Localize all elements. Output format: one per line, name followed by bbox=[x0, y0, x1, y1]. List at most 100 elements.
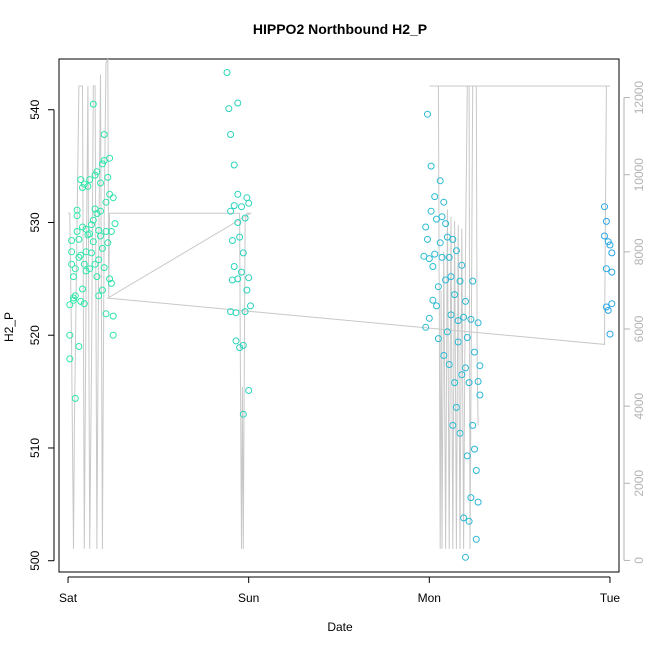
data-point bbox=[245, 387, 253, 394]
data-point bbox=[236, 344, 244, 352]
data-point bbox=[236, 233, 244, 241]
data-point bbox=[93, 210, 101, 217]
y-right-tick-label: 6000 bbox=[632, 315, 646, 342]
data-point bbox=[86, 230, 94, 238]
data-point bbox=[431, 250, 439, 258]
data-point bbox=[227, 131, 235, 138]
data-point bbox=[604, 238, 612, 246]
data-point bbox=[239, 249, 247, 257]
data-point bbox=[239, 341, 247, 349]
data-point bbox=[434, 283, 442, 291]
data-point bbox=[602, 265, 610, 273]
y-tick-label: 500 bbox=[28, 550, 42, 570]
data-point bbox=[109, 194, 117, 202]
data-point bbox=[443, 328, 451, 336]
data-point bbox=[474, 378, 482, 385]
data-point bbox=[425, 314, 433, 322]
data-point bbox=[245, 274, 253, 282]
data-point bbox=[245, 199, 253, 207]
data-point bbox=[80, 300, 88, 308]
data-point bbox=[86, 265, 94, 273]
chart-title: HIPPO2 Northbound H2_P bbox=[253, 21, 427, 37]
data-point bbox=[111, 220, 119, 228]
data-point bbox=[109, 331, 117, 339]
data-point bbox=[75, 235, 83, 243]
data-point bbox=[100, 131, 108, 138]
data-point bbox=[465, 517, 473, 525]
data-point bbox=[230, 202, 238, 210]
data-point bbox=[70, 294, 77, 302]
y-right-tick-label: 0 bbox=[632, 557, 646, 564]
data-point bbox=[438, 253, 446, 261]
data-point bbox=[232, 309, 240, 317]
x-tick-label: Sun bbox=[238, 591, 259, 605]
data-point bbox=[429, 263, 437, 270]
y-right-tick-label: 10000 bbox=[632, 158, 646, 192]
data-point bbox=[71, 394, 79, 402]
data-point bbox=[75, 253, 83, 261]
data-point bbox=[449, 235, 457, 243]
data-point bbox=[77, 297, 85, 305]
data-point bbox=[469, 421, 477, 429]
data-point bbox=[73, 228, 81, 235]
data-point bbox=[452, 403, 460, 411]
data-point bbox=[456, 429, 464, 437]
data-point bbox=[471, 348, 478, 356]
data-point bbox=[98, 244, 106, 252]
data-point bbox=[445, 253, 453, 261]
y-tick-label: 520 bbox=[28, 325, 42, 345]
data-point bbox=[460, 313, 468, 321]
data-point bbox=[109, 312, 117, 320]
data-point bbox=[447, 311, 455, 319]
data-point bbox=[89, 216, 97, 224]
data-point bbox=[447, 273, 455, 281]
data-point bbox=[71, 265, 79, 273]
data-point bbox=[104, 239, 112, 247]
data-point bbox=[95, 292, 103, 300]
data-point bbox=[467, 315, 475, 323]
data-point bbox=[225, 105, 233, 113]
data-point bbox=[97, 207, 104, 215]
y-tick-label: 530 bbox=[28, 212, 42, 232]
data-point bbox=[77, 251, 85, 259]
data-point bbox=[474, 498, 482, 506]
data-point bbox=[440, 352, 448, 359]
data-point bbox=[456, 277, 464, 285]
data-point bbox=[463, 334, 471, 341]
data-point bbox=[230, 161, 238, 169]
data-point bbox=[476, 362, 484, 370]
y-right-tick-label: 2000 bbox=[632, 470, 646, 497]
data-point bbox=[234, 99, 242, 107]
data-point bbox=[106, 190, 114, 198]
data-point bbox=[102, 310, 110, 318]
data-point bbox=[424, 110, 431, 118]
data-point bbox=[79, 223, 86, 231]
data-point bbox=[602, 217, 610, 225]
data-point bbox=[223, 69, 231, 76]
data-point bbox=[66, 355, 74, 363]
x-tick-label: Mon bbox=[418, 591, 441, 605]
data-point bbox=[608, 268, 616, 276]
x-axis-label: Date bbox=[327, 620, 353, 634]
data-point bbox=[98, 160, 106, 168]
data-point bbox=[97, 179, 104, 187]
data-point bbox=[458, 371, 466, 379]
data-point bbox=[68, 237, 76, 244]
data-point bbox=[454, 338, 462, 346]
data-point bbox=[424, 235, 431, 243]
data-point bbox=[451, 379, 459, 387]
data-point bbox=[232, 337, 240, 345]
data-point bbox=[471, 445, 478, 453]
data-point bbox=[86, 176, 94, 184]
data-point bbox=[93, 168, 101, 176]
data-point bbox=[238, 203, 245, 211]
data-point bbox=[68, 260, 76, 268]
data-point bbox=[608, 300, 616, 308]
data-point bbox=[241, 308, 249, 316]
data-point bbox=[243, 286, 251, 294]
data-point bbox=[436, 239, 444, 247]
data-point bbox=[442, 220, 450, 228]
data-point bbox=[425, 255, 433, 263]
x-tick-label: Tue bbox=[600, 591, 621, 605]
data-point bbox=[102, 198, 110, 206]
